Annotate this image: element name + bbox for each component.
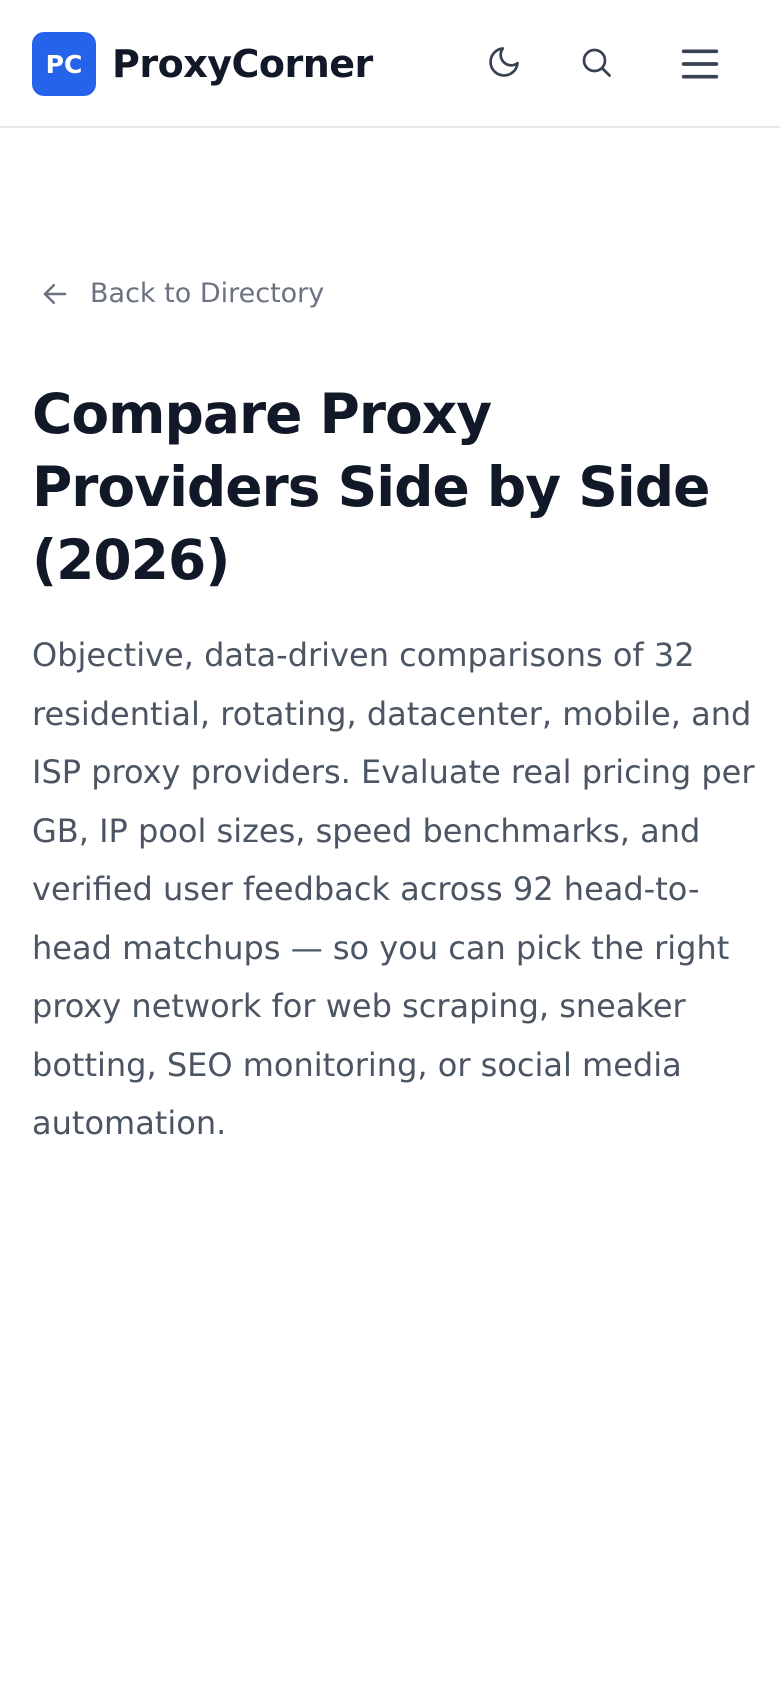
logo[interactable]: PC	[32, 32, 96, 96]
page-title: Compare Proxy Providers Side by Side (20…	[32, 382, 710, 592]
brand[interactable]: ProxyCorner	[112, 42, 373, 86]
page-description: Objective, data-driven comparisons of 32…	[32, 636, 755, 1142]
header: PC ProxyCorner	[0, 0, 780, 128]
search-button[interactable]	[578, 44, 614, 80]
back-link-text: Back to Directory	[90, 278, 325, 309]
theme-toggle[interactable]	[486, 44, 522, 80]
menu-button[interactable]	[678, 44, 722, 84]
back-link[interactable]: Back to Directory	[40, 274, 324, 314]
back-arrow	[43, 284, 67, 304]
